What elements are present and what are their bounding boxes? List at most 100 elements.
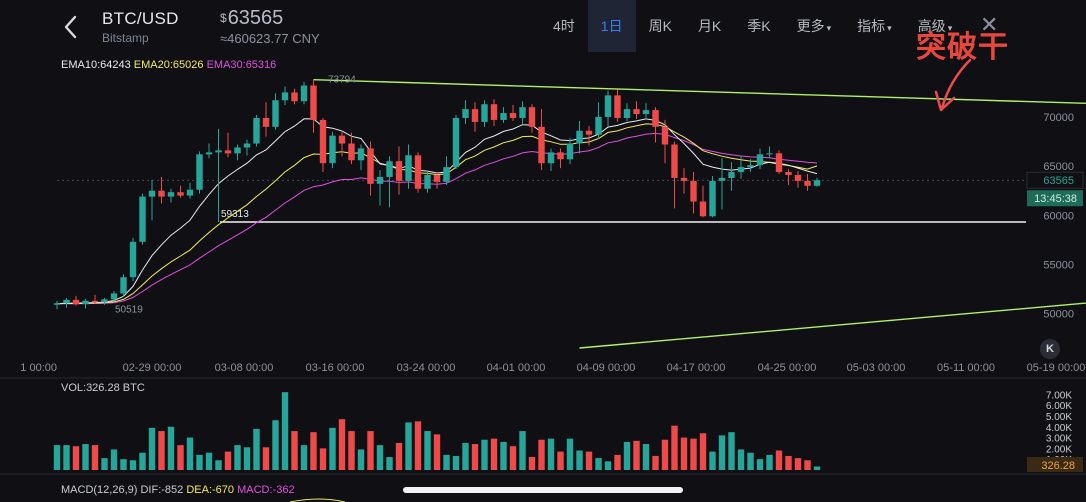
candle-body (585, 130, 593, 135)
candle (756, 148, 764, 170)
current-price: $63565 (220, 7, 283, 30)
home-indicator[interactable] (403, 487, 683, 493)
volume-bar (557, 451, 564, 470)
volume-bar (110, 449, 118, 470)
candle-body (291, 92, 298, 102)
candle (357, 144, 365, 171)
tab-0[interactable]: 4时 (540, 0, 588, 52)
candle (158, 176, 165, 204)
candle (234, 144, 241, 161)
candle-body (367, 148, 374, 184)
caret-down-icon: ▾ (947, 23, 953, 33)
x-tick-label: 04-17 00:00 (667, 362, 726, 374)
ema20-label: EMA20:65026 (133, 59, 204, 71)
price-value: 63565 (227, 7, 284, 29)
k-button[interactable]: K (1040, 339, 1060, 359)
candle (120, 274, 127, 297)
candle (300, 81, 308, 105)
tab-1[interactable]: 1日 (587, 0, 636, 52)
candle-body (281, 92, 289, 101)
candle (462, 100, 469, 124)
back-arrow-icon[interactable] (60, 14, 82, 40)
y-tick-label: 50000 (1043, 309, 1074, 321)
volume-bar (281, 392, 289, 470)
candle-body (110, 293, 118, 300)
cny-price: ≈460623.77 CNY (220, 31, 320, 46)
candle (367, 141, 374, 196)
candle (633, 101, 640, 119)
tab-3[interactable]: 月K (685, 0, 734, 52)
volume-bar (661, 439, 669, 470)
candle-body (452, 117, 460, 168)
price-tag-label: 63565 (1043, 175, 1074, 187)
countdown-box (1027, 190, 1083, 207)
candle-body (718, 177, 726, 181)
candle (547, 148, 555, 172)
candle (443, 156, 450, 185)
candle-body (272, 100, 279, 127)
volume-bar (481, 439, 488, 470)
volume-bar (120, 459, 127, 470)
candle (348, 132, 355, 165)
candle (215, 128, 222, 223)
dea-label: DEA:-670 (186, 484, 235, 496)
volume-bar (699, 433, 707, 470)
timeframe-tabs: 4时 1日 周K 月K 季K 更多 ▾ 指标 ▾ 高级 ▾ (540, 0, 965, 52)
dif-label: DIF:-852 (140, 484, 184, 496)
candle (766, 146, 773, 159)
volume-bar (101, 458, 108, 470)
candle-body (566, 143, 574, 160)
volume-bar (234, 445, 241, 470)
volume-bar (433, 434, 441, 470)
candle (338, 130, 346, 157)
tab-6[interactable]: 指标 ▾ (844, 0, 905, 52)
candle-body (547, 152, 555, 164)
candle-body (680, 177, 688, 181)
candle (614, 89, 621, 122)
candle-body (72, 299, 80, 305)
x-tick-label: 04-01 00:00 (487, 362, 546, 374)
volume-bar (424, 431, 431, 470)
pair-title[interactable]: BTC/USD (102, 9, 179, 28)
volume-bar (775, 450, 783, 470)
candle (813, 177, 821, 187)
candle (557, 148, 564, 169)
candle (395, 146, 403, 195)
volume-bar (604, 461, 612, 470)
volume-bar (291, 431, 298, 470)
volume-bar (585, 451, 593, 470)
tab-label: 高级 (917, 18, 946, 34)
candle-body (671, 144, 678, 178)
volume-bar (728, 432, 735, 470)
exchange-name: Bitstamp (102, 31, 149, 45)
candle (642, 103, 650, 120)
candle (424, 171, 431, 193)
candle-body (642, 110, 650, 115)
volume-bar (329, 427, 336, 470)
volume-tick-label: 6.00K (1046, 401, 1072, 412)
volume-bar (576, 450, 583, 470)
volume-bar (528, 457, 536, 470)
tab-2[interactable]: 周K (636, 0, 685, 52)
candle (433, 172, 441, 189)
volume-bar (756, 459, 764, 470)
close-icon[interactable]: ✕ (980, 12, 999, 37)
candle (186, 182, 194, 199)
candle-body (139, 196, 146, 242)
candle-body (509, 113, 517, 118)
candle (63, 297, 70, 308)
candle (272, 93, 279, 130)
currency-symbol: $ (220, 11, 227, 25)
candle-body (595, 116, 602, 135)
volume-bar (614, 454, 621, 470)
tab-7[interactable]: 高级 ▾ (905, 0, 966, 52)
tab-4[interactable]: 季K (734, 0, 783, 52)
tab-5[interactable]: 更多 ▾ (784, 0, 845, 52)
candle-body (766, 153, 773, 155)
candle-body (319, 119, 327, 164)
candle (585, 125, 593, 146)
volume-bar (709, 451, 716, 470)
volume-bar (386, 457, 393, 470)
volume-tick-label: 2.00K (1046, 444, 1072, 455)
